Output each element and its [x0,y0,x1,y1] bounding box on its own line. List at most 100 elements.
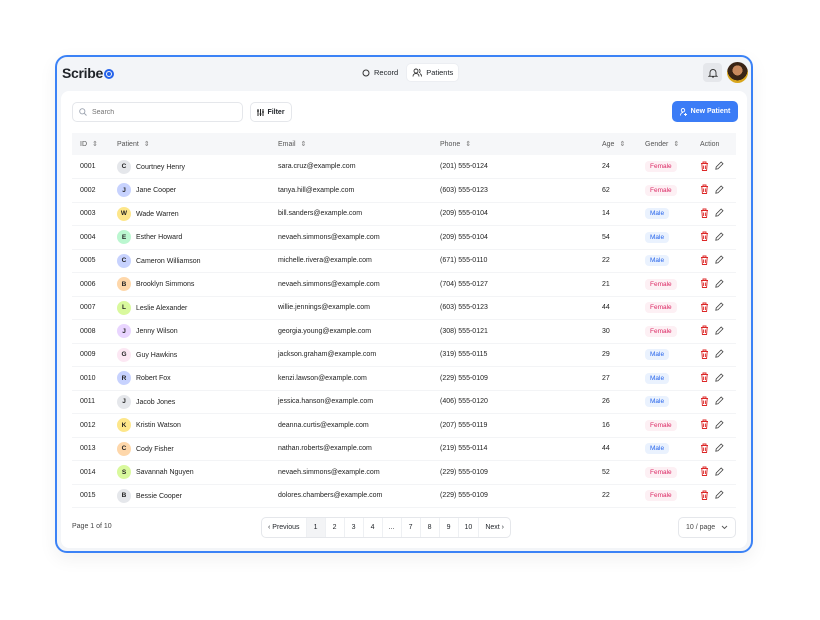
delete-icon[interactable] [700,349,709,361]
table-row[interactable]: 0015 B Bessie Cooper dolores.chambers@examp… [72,484,736,508]
edit-icon[interactable] [715,232,724,243]
table-row[interactable]: 0012 K Kristin Watson deanna.curtis@example… [72,413,736,438]
page-button-10[interactable]: 10 [459,518,480,537]
delete-icon[interactable] [700,184,709,196]
edit-icon[interactable] [715,279,724,290]
sort-icon[interactable]: ⇕ [465,141,472,148]
edit-icon[interactable] [715,349,724,360]
notifications-button[interactable] [703,63,722,82]
delete-icon[interactable] [700,208,709,220]
cell-id: 0010 [72,366,109,391]
table-row[interactable]: 0008 J Jenny Wilson georgia.young@example.c… [72,319,736,344]
next-page-button[interactable]: Next › [485,524,504,531]
chevron-down-icon [721,525,728,530]
edit-icon[interactable] [715,302,724,313]
sort-icon[interactable]: ⇕ [673,141,680,148]
page-button-1[interactable]: 1 [306,518,326,537]
delete-icon[interactable] [700,325,709,337]
page-button-3[interactable]: 3 [345,518,364,537]
column-header-email[interactable]: Email ⇕ [270,133,432,155]
table-row[interactable]: 0014 S Savannah Nguyen nevaeh.simmons@examp… [72,460,736,485]
table-row[interactable]: 0009 G Guy Hawkins jackson.graham@example.c… [72,343,736,367]
table-row[interactable]: 0003 W Wade Warren bill.sanders@example.com… [72,202,736,226]
gender-badge: Female [645,419,677,431]
page-button-8[interactable]: 8 [421,518,440,537]
previous-page-button[interactable]: ‹ Previous [262,518,307,537]
delete-icon[interactable] [700,490,709,502]
gender-badge: Male [645,372,670,384]
sort-icon[interactable]: ⇕ [300,141,307,148]
user-avatar[interactable] [727,62,748,83]
delete-icon[interactable] [700,161,709,173]
gender-badge: Male [645,208,670,220]
column-header-id[interactable]: ID ⇕ [72,133,109,155]
delete-icon[interactable] [700,419,709,431]
column-header-phone[interactable]: Phone ⇕ [432,133,594,155]
new-patient-button[interactable]: New Patient [672,101,738,122]
delete-icon[interactable] [700,255,709,267]
page-button-9[interactable]: 9 [440,518,459,537]
sort-icon[interactable]: ⇕ [619,141,626,148]
patient-name: Robert Fox [136,375,171,383]
table-row[interactable]: 0002 J Jane Cooper tanya.hill@example.com (6… [72,178,736,203]
patient-name: Jacob Jones [136,398,176,406]
cell-age: 52 [594,460,637,485]
delete-icon[interactable] [700,231,709,243]
nav-patients[interactable]: Patients [407,64,459,81]
edit-icon[interactable] [715,208,724,219]
cell-phone: (308) 555-0121 [432,319,594,344]
cell-action [692,390,736,414]
column-header-gender[interactable]: Gender ⇕ [637,133,692,155]
cell-age: 22 [594,484,637,508]
edit-icon[interactable] [715,161,724,172]
table-row[interactable]: 0005 C Cameron Williamson michelle.rivera@e… [72,249,736,273]
cell-age: 16 [594,413,637,438]
edit-icon[interactable] [715,443,724,454]
sort-icon[interactable]: ⇕ [92,141,98,148]
per-page-select[interactable]: 10 / page [678,517,736,538]
row-actions [700,184,736,196]
cell-action [692,413,736,438]
edit-icon[interactable] [715,326,724,337]
cell-age: 21 [594,272,637,297]
patients-table: ID ⇕ Patient ⇕ Email ⇕ Phone ⇕ Age ⇕ Gender ⇕ Action… [72,133,736,508]
table-row[interactable]: 0007 L Leslie Alexander willie.jennings@exa… [72,296,736,320]
table-row[interactable]: 0001 C Courtney Henry sara.cruz@example.com… [72,155,736,179]
edit-icon[interactable] [715,467,724,478]
page-button-4[interactable]: 4 [364,518,383,537]
edit-icon[interactable] [715,255,724,266]
table-row[interactable]: 0011 J Jacob Jones jessica.hanson@example.c… [72,390,736,414]
edit-icon[interactable] [715,490,724,501]
column-header-age[interactable]: Age ⇕ [594,133,637,155]
filter-button[interactable]: Filter [250,102,292,122]
delete-icon[interactable] [700,466,709,478]
table-row[interactable]: 0004 E Esther Howard nevaeh.simmons@example… [72,225,736,250]
edit-icon[interactable] [715,185,724,196]
row-actions [700,490,736,502]
delete-icon[interactable] [700,396,709,408]
page-button-2[interactable]: 2 [326,518,345,537]
sort-icon[interactable]: ⇕ [143,141,150,148]
delete-icon[interactable] [700,278,709,290]
table-row[interactable]: 0013 C Cody Fisher nathan.roberts@example.c… [72,437,736,461]
cell-patient: C Cameron Williamson [109,249,270,273]
delete-icon[interactable] [700,302,709,314]
nav-record[interactable]: Record [357,64,403,81]
edit-icon[interactable] [715,420,724,431]
cell-phone: (229) 555-0109 [432,460,594,485]
edit-icon[interactable] [715,396,724,407]
row-actions [700,419,736,431]
cell-patient: E Esther Howard [109,225,270,250]
table-row[interactable]: 0006 B Brooklyn Simmons nevaeh.simmons@exam… [72,272,736,297]
column-header-patient[interactable]: Patient ⇕ [109,133,270,155]
page-button-7[interactable]: 7 [402,518,421,537]
logo[interactable]: Scribe [62,65,114,81]
delete-icon[interactable] [700,443,709,455]
delete-icon[interactable] [700,372,709,384]
patient-name: Courtney Henry [136,163,186,171]
edit-icon[interactable] [715,373,724,384]
cell-phone: (229) 555-0109 [432,366,594,391]
gender-badge: Male [645,231,670,243]
table-row[interactable]: 0010 R Robert Fox kenzi.lawson@example.com(… [72,366,736,391]
search-input[interactable] [92,108,232,116]
